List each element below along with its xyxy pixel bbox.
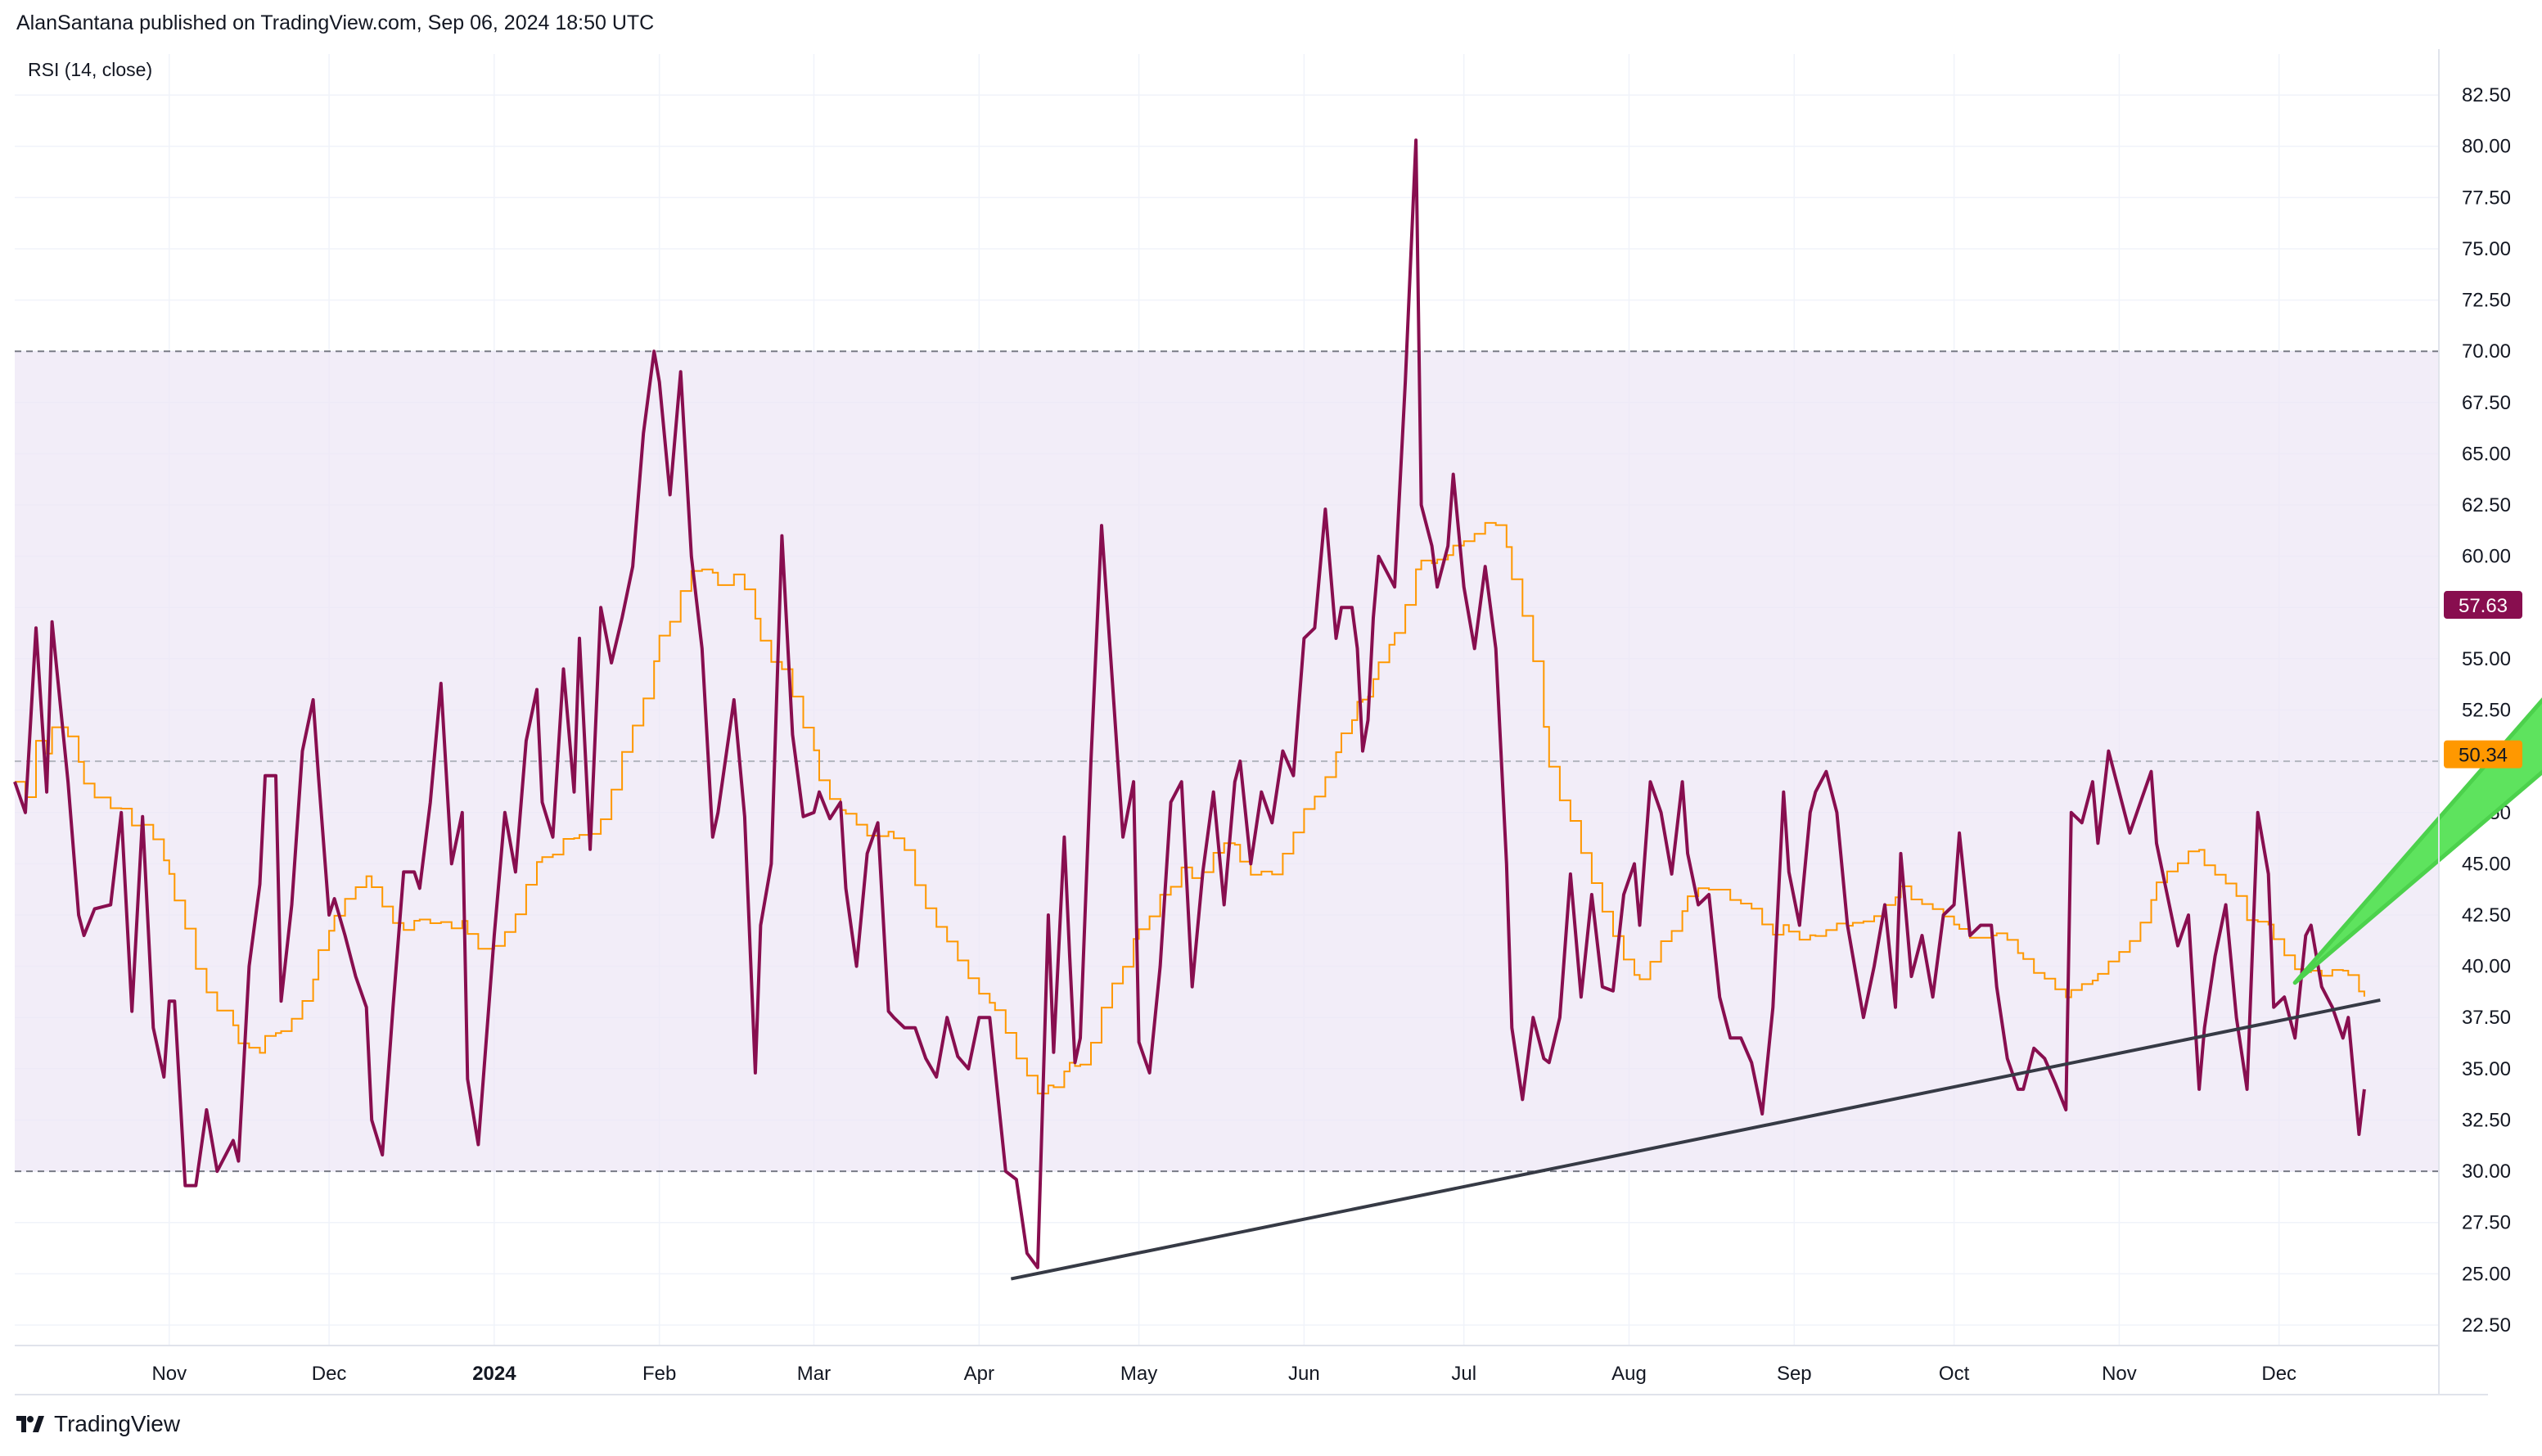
y-tick-label: 67.50: [2462, 392, 2511, 414]
x-axis: Nov Dec 2024 Feb Mar Apr May Jun Jul Aug Sep Oct Nov…: [151, 1363, 2296, 1385]
x-tick-label: Mar: [797, 1363, 831, 1385]
y-tick-label: 77.50: [2462, 187, 2511, 209]
y-tick-label: 45.00: [2462, 853, 2511, 875]
y-tick-label: 35.00: [2462, 1058, 2511, 1080]
last-value-badge: [2444, 740, 2522, 769]
y-tick-label: 32.50: [2462, 1109, 2511, 1131]
x-tick-label: 2024: [472, 1363, 516, 1385]
x-tick-label: Sep: [1777, 1363, 1812, 1385]
x-tick-label: Jun: [1288, 1363, 1320, 1385]
x-tick-label: Jul: [1451, 1363, 1476, 1385]
y-tick-label: 22.50: [2462, 1314, 2511, 1337]
y-tick-label: 70.00: [2462, 340, 2511, 363]
y-tick-label: 30.00: [2462, 1161, 2511, 1183]
y-tick-label: 75.00: [2462, 238, 2511, 260]
last-value-badge: [2444, 591, 2522, 620]
y-tick-label: 80.00: [2462, 136, 2511, 158]
rsi-band-background: [15, 351, 2439, 1172]
last-value-text: 57.63: [2459, 595, 2508, 617]
y-tick-label: 55.00: [2462, 648, 2511, 670]
last-value-text: 50.34: [2459, 745, 2508, 767]
y-tick-label: 42.50: [2462, 904, 2511, 926]
rising-support-trendline[interactable]: [1010, 998, 2381, 1281]
y-tick-label: 52.50: [2462, 700, 2511, 722]
bullish-arrow-icon[interactable]: [2292, 509, 2542, 985]
y-tick-label: 62.50: [2462, 494, 2511, 516]
x-tick-label: Apr: [964, 1363, 994, 1385]
footer: TradingView: [15, 1411, 180, 1437]
y-tick-label: 60.00: [2462, 546, 2511, 568]
y-tick-label: 65.00: [2462, 443, 2511, 465]
rsi-moving-average-line: [15, 521, 2365, 1095]
y-tick-label: 82.50: [2462, 84, 2511, 106]
published-by-text: AlanSantana published on TradingView.com…: [16, 11, 655, 34]
x-tick-label: Oct: [1939, 1363, 1970, 1385]
x-tick-label: Nov: [2102, 1363, 2137, 1385]
x-tick-label: Feb: [642, 1363, 676, 1385]
y-tick-label: 40.00: [2462, 956, 2511, 978]
tradingview-logo-icon[interactable]: [15, 1414, 46, 1434]
tradingview-brand-text[interactable]: TradingView: [54, 1411, 181, 1436]
y-tick-label: 27.50: [2462, 1212, 2511, 1234]
rsi-line: [13, 138, 2366, 1269]
y-tick-label: 37.50: [2462, 1007, 2511, 1029]
x-tick-label: May: [1120, 1363, 1157, 1385]
last-value-labels: 57.63 50.34: [2444, 591, 2522, 769]
y-axis: 82.50 80.00 77.50 75.00 72.50 70.00 67.50 65.00…: [2462, 84, 2511, 1337]
y-tick-label: 72.50: [2462, 290, 2511, 312]
y-tick-label: 25.00: [2462, 1263, 2511, 1285]
x-tick-label: Dec: [312, 1363, 347, 1385]
x-tick-label: Aug: [1611, 1363, 1647, 1385]
x-tick-label: Dec: [2261, 1363, 2296, 1385]
x-tick-label: Nov: [151, 1363, 187, 1385]
indicator-label[interactable]: RSI (14, close): [28, 59, 153, 80]
